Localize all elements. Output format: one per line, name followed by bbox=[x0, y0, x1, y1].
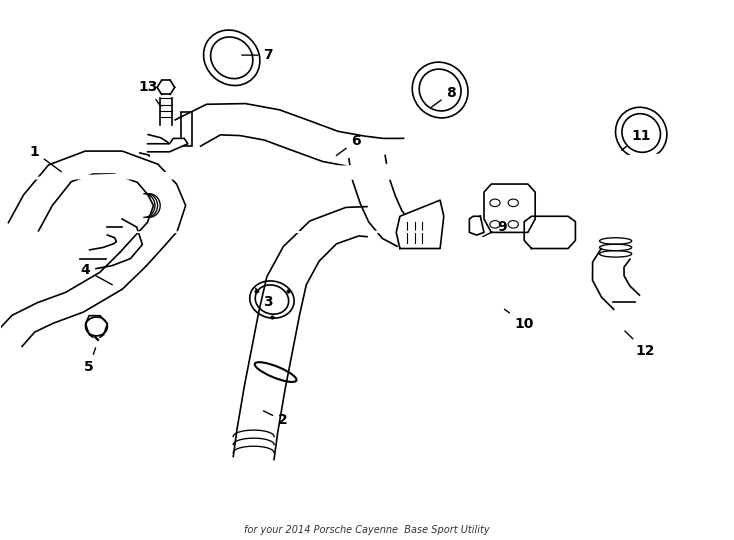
Text: 8: 8 bbox=[432, 86, 456, 107]
Polygon shape bbox=[1, 146, 734, 184]
Text: 12: 12 bbox=[625, 331, 655, 357]
Text: for your 2014 Porsche Cayenne  Base Sport Utility: for your 2014 Porsche Cayenne Base Sport… bbox=[244, 524, 490, 535]
Text: 2: 2 bbox=[264, 411, 288, 428]
Text: 6: 6 bbox=[336, 134, 361, 156]
Text: 4: 4 bbox=[81, 263, 112, 285]
Bar bbox=[181, 112, 192, 146]
Polygon shape bbox=[469, 217, 484, 235]
Text: 10: 10 bbox=[504, 309, 534, 330]
Text: 11: 11 bbox=[622, 129, 651, 150]
Polygon shape bbox=[396, 200, 444, 248]
Text: 3: 3 bbox=[255, 288, 273, 309]
Text: 13: 13 bbox=[138, 80, 161, 106]
Polygon shape bbox=[148, 138, 188, 152]
Text: 5: 5 bbox=[84, 348, 95, 374]
Text: 7: 7 bbox=[241, 48, 273, 62]
Polygon shape bbox=[524, 217, 575, 248]
Text: 1: 1 bbox=[29, 145, 62, 172]
Text: 9: 9 bbox=[483, 220, 507, 237]
Polygon shape bbox=[1, 184, 734, 232]
